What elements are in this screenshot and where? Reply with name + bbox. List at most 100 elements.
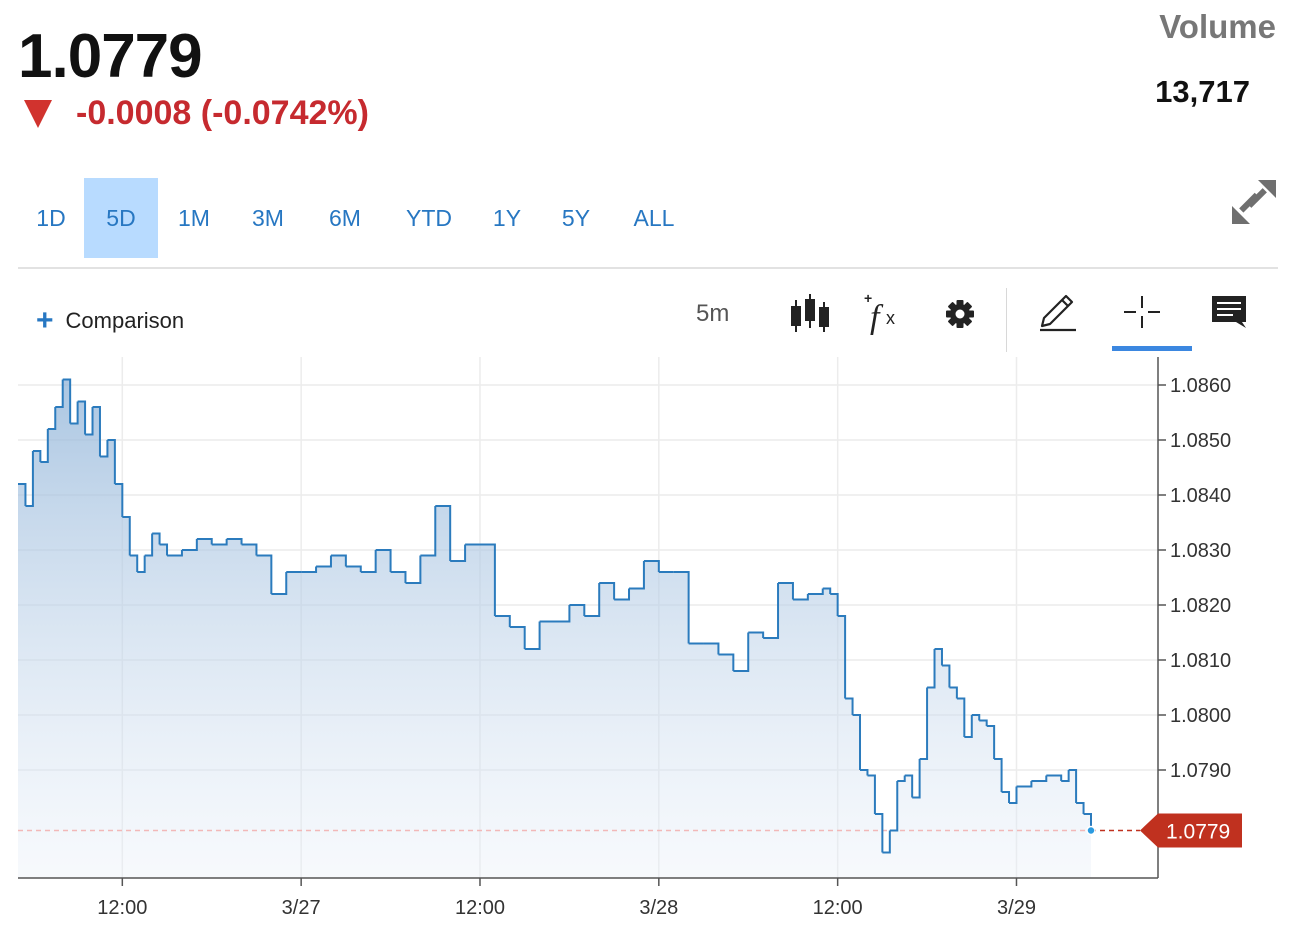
price-segment [643,560,660,572]
crosshair-icon[interactable] [1120,290,1164,338]
x-tick-label: 3/28 [639,897,678,919]
price-segment [994,758,1003,792]
price-segment [1001,791,1011,803]
price-segment [316,555,332,568]
price-segment [62,378,72,424]
comparison-button[interactable]: + Comparison [36,306,184,336]
price-segment [673,571,690,644]
x-tick-label: 12:00 [813,897,863,919]
y-tick-label: 1.0810 [1170,650,1231,672]
tab-1m[interactable]: 1M [178,205,210,231]
price-segment [830,593,839,616]
x-axis: 12:00 3/27 12:00 3/28 12:00 3/29 [18,877,1158,919]
price-segment [159,543,169,556]
y-tick-label: 1.0830 [1170,540,1231,562]
price-segment [949,686,958,699]
price-segment [345,565,362,572]
price-segment [129,554,139,572]
price-segment [494,615,511,627]
price-segment [927,649,936,689]
volume-value: 13,717 [1155,74,1250,109]
price-segment [1046,774,1063,781]
tab-ytd[interactable]: YTD [406,205,452,231]
y-tick-label: 1.0850 [1170,430,1231,452]
header-divider [18,267,1278,269]
quote-header: 1.0779 [18,22,203,92]
price-segment [1031,775,1048,782]
svg-text:f: f [870,299,884,336]
range-tabs: 1D 5D 1M 3M 6M YTD 1Y 5Y ALL [18,178,696,258]
tab-5d[interactable]: 5D [84,178,158,258]
price-segment [25,451,34,507]
tab-1d[interactable]: 1D [36,205,66,231]
price-chart[interactable]: 1.0860 1.0850 1.0840 1.0830 1.0820 1.0810 1.08… [0,355,1290,930]
y-tick-label: 1.0800 [1170,705,1231,727]
price-segment [837,615,847,699]
price-segment [718,653,735,671]
tab-all[interactable]: ALL [633,205,675,231]
price-segment [435,505,452,561]
y-tick-label: 1.0840 [1170,485,1231,507]
tab-5y[interactable]: 5Y [561,205,591,231]
price-segment [1061,770,1070,782]
price-segment [971,714,981,721]
price-segment [614,588,631,601]
comment-icon[interactable] [1208,290,1252,338]
price-segment [703,642,720,655]
interval-selector[interactable]: 5m [696,300,730,327]
candlestick-icon[interactable] [788,290,832,338]
price-segment [778,582,794,600]
price-change-row: -0.0008 (-0.0742%) [24,94,369,133]
svg-text:x: x [886,308,895,328]
price-segment [114,483,124,517]
price-segment [919,687,929,760]
studies-fx-icon[interactable]: + f x [862,290,906,338]
price-segment [271,572,288,595]
price-segment [584,583,601,617]
price-segment [360,550,377,573]
last-price: 1.0779 [18,22,203,91]
expand-icon[interactable] [1228,176,1280,228]
price-segment [874,813,884,853]
price-segment [509,626,526,649]
price-segment [524,621,541,650]
price-segment [226,538,243,545]
volume-label: Volume [1159,8,1276,45]
price-change: -0.0008 (-0.0742%) [76,94,369,132]
price-segment [241,543,258,556]
price-segment [904,774,914,798]
price-segment [964,715,973,738]
price-segment [420,506,437,557]
x-tick-label: 3/29 [997,897,1036,919]
price-segment [934,648,943,666]
price-segment [181,539,198,551]
y-tick-label: 1.0790 [1170,760,1231,782]
settings-gear-icon[interactable] [938,290,982,338]
price-segment [807,588,824,595]
price-segment [32,450,42,462]
price-segment [152,532,161,545]
price-segment [979,719,988,726]
price-segment [301,566,318,573]
price-segment [763,583,780,639]
last-price-tag-label: 1.0779 [1166,821,1230,844]
draw-pencil-icon[interactable] [1036,290,1080,338]
plus-icon: + [36,304,54,337]
price-segment [256,554,273,594]
price-segment [889,781,899,832]
price-segment [599,582,616,600]
price-segment [852,714,862,770]
toolbar-separator [1006,288,1007,352]
tab-3m[interactable]: 3M [252,205,284,231]
price-area-fill [18,379,1091,878]
price-segment [941,664,951,688]
tab-1y[interactable]: 1Y [492,205,522,231]
active-tool-indicator [1112,346,1192,351]
down-arrow-icon [24,99,52,128]
x-tick-label: 3/27 [282,897,321,919]
tab-6m[interactable]: 6M [329,205,361,231]
price-segment [956,697,966,737]
comparison-label: Comparison [65,308,185,333]
y-axis: 1.0860 1.0850 1.0840 1.0830 1.0820 1.0810 1.08… [1157,357,1231,878]
price-segment [330,554,347,567]
